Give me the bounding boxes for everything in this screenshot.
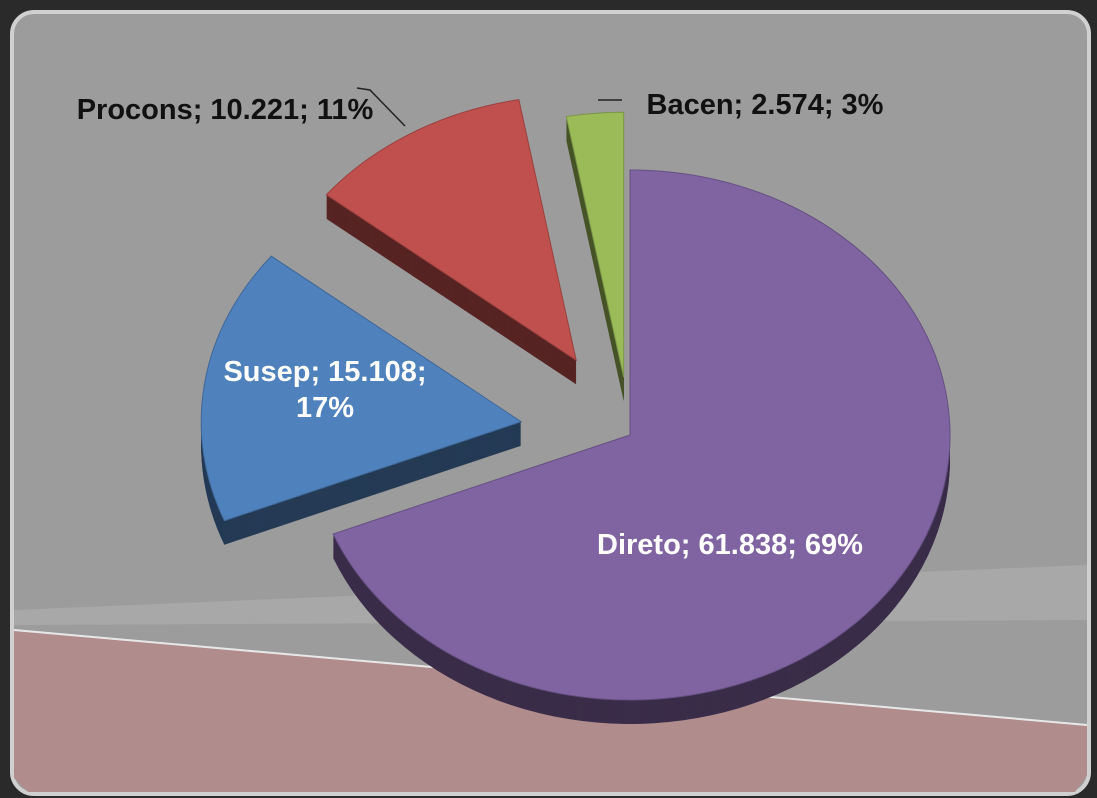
slice — [325, 99, 577, 362]
slice — [332, 169, 951, 701]
slice — [200, 255, 523, 522]
data-label: Bacen; 2.574; 3% — [646, 89, 884, 121]
data-label: Direto; 61.838; 69% — [597, 529, 863, 561]
slice — [565, 111, 625, 378]
data-label: Procons; 10.221; 11% — [76, 94, 374, 126]
data-label: Susep; 15.108; 17% — [223, 356, 427, 424]
leader-line — [356, 87, 406, 127]
